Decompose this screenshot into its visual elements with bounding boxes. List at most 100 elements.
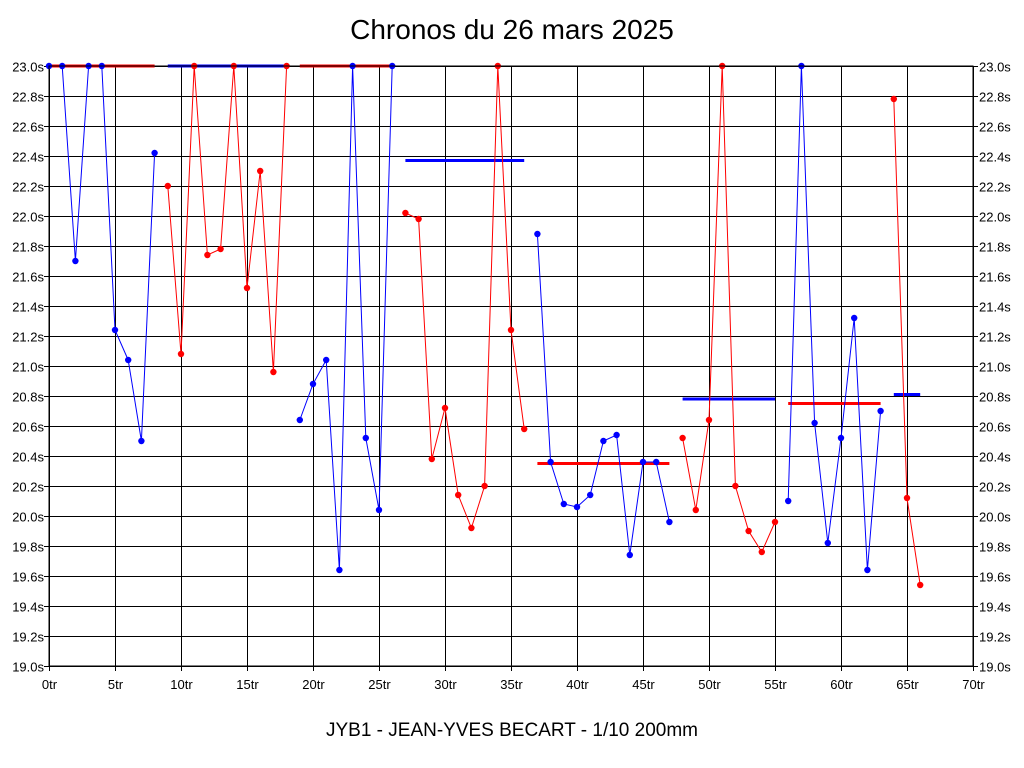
- y-tick-label-right: 19.6s: [979, 570, 1011, 585]
- y-tick-label: 20.6s: [12, 420, 44, 435]
- lap-point: [573, 503, 581, 511]
- y-tick-label-right: 20.0s: [979, 510, 1011, 525]
- lap-point: [600, 437, 607, 445]
- x-tick-label: 45tr: [632, 677, 655, 692]
- y-tick-label-right: 22.2s: [979, 180, 1011, 195]
- lap-series-line: [682, 65, 776, 554]
- y-tick-label: 21.6s: [12, 270, 44, 285]
- y-tick-label-right: 20.4s: [979, 450, 1011, 465]
- lap-point: [111, 326, 119, 334]
- lap-point: [138, 437, 145, 445]
- y-tick-label: 21.4s: [12, 300, 44, 315]
- y-tick-label-right: 23.0s: [979, 60, 1011, 75]
- lap-point: [903, 494, 911, 502]
- y-tick-labels-left: 19.0s 19.2s 19.4s 19.6s 19.8s 20.0s 20.2s 20.4s…: [12, 60, 44, 675]
- y-tick-label: 21.0s: [12, 360, 44, 375]
- y-tick-label: 19.2s: [12, 630, 44, 645]
- lap-series: [45, 62, 924, 589]
- lap-point: [323, 356, 330, 364]
- y-tick-label-right: 22.4s: [979, 150, 1011, 165]
- x-tick-label: 40tr: [566, 677, 589, 692]
- lap-point: [745, 527, 752, 535]
- y-tick-label-right: 20.8s: [979, 390, 1011, 405]
- lap-point: [428, 455, 435, 463]
- y-tick-label-right: 22.0s: [979, 210, 1011, 225]
- lap-point: [890, 95, 897, 103]
- lap-point: [217, 245, 224, 253]
- plot-frame: [48, 65, 974, 667]
- lap-point: [468, 524, 475, 532]
- lap-point: [204, 251, 211, 259]
- y-tick-label: 22.6s: [12, 120, 44, 135]
- y-tick-label-right: 20.2s: [979, 480, 1011, 495]
- lap-point: [455, 491, 462, 499]
- lap-point: [375, 506, 383, 514]
- y-tick-label-right: 20.6s: [979, 420, 1011, 435]
- lap-point: [864, 566, 871, 574]
- lap-point: [151, 149, 158, 157]
- y-tick-label: 19.8s: [12, 540, 44, 555]
- chart-footer: JYB1 - JEAN-YVES BECART - 1/10 200mm: [325, 720, 699, 741]
- x-tick-label: 25tr: [368, 677, 391, 692]
- y-tick-label-right: 21.4s: [979, 300, 1011, 315]
- lap-point: [441, 404, 449, 412]
- x-tick-label: 60tr: [830, 677, 853, 692]
- y-tick-label-right: 19.2s: [979, 630, 1011, 645]
- lap-point: [481, 482, 488, 490]
- x-tick-label: 10tr: [170, 677, 193, 692]
- lap-point: [362, 434, 369, 442]
- lap-series-line: [167, 65, 288, 373]
- lap-point: [666, 518, 673, 526]
- y-tick-labels-right: 19.0s 19.2s 19.4s 19.6s 19.8s 20.0s 20.2s 20.4s…: [979, 60, 1011, 675]
- y-tick-label: 20.8s: [12, 390, 44, 405]
- y-tick-label: 19.4s: [12, 600, 44, 615]
- y-tick-label: 22.2s: [12, 180, 44, 195]
- chart-title: Chronos du 26 mars 2025: [350, 14, 674, 45]
- lap-point: [270, 368, 277, 376]
- y-tick-label: 20.4s: [12, 450, 44, 465]
- x-tick-label: 65tr: [896, 677, 919, 692]
- lap-point: [679, 434, 686, 442]
- lap-point: [507, 326, 515, 334]
- lap-point: [415, 215, 422, 223]
- y-tick-label: 22.0s: [12, 210, 44, 225]
- lap-point: [785, 497, 792, 505]
- y-tick-label: 21.8s: [12, 240, 44, 255]
- y-tick-label: 23.0s: [12, 60, 44, 75]
- lap-series-line: [49, 65, 156, 442]
- lap-point: [705, 416, 713, 424]
- lap-point: [837, 434, 845, 442]
- lap-point: [257, 167, 264, 175]
- x-tick-label: 50tr: [698, 677, 721, 692]
- x-tick-label: 55tr: [764, 677, 787, 692]
- lap-point: [402, 209, 409, 217]
- lap-point: [653, 458, 660, 466]
- lap-point: [824, 539, 831, 547]
- y-tick-label-right: 19.0s: [979, 660, 1011, 675]
- lap-point: [309, 380, 317, 388]
- y-tick-label: 19.6s: [12, 570, 44, 585]
- lap-point: [851, 314, 858, 322]
- y-tick-label-right: 22.8s: [979, 90, 1011, 105]
- y-tick-label: 20.0s: [12, 510, 44, 525]
- lap-point: [296, 416, 303, 424]
- x-tick-label: 20tr: [302, 677, 325, 692]
- y-tick-label-right: 21.0s: [979, 360, 1011, 375]
- lap-point: [626, 551, 633, 559]
- y-tick-label-right: 21.2s: [979, 330, 1011, 345]
- y-tick-label-right: 22.6s: [979, 120, 1011, 135]
- y-tick-label-right: 19.8s: [979, 540, 1011, 555]
- lap-point: [917, 581, 924, 589]
- y-tick-label: 20.2s: [12, 480, 44, 495]
- lap-point: [732, 482, 739, 490]
- x-tick-label: 70tr: [962, 677, 985, 692]
- lap-point: [560, 500, 567, 508]
- y-tick-label: 19.0s: [12, 660, 44, 675]
- lap-point: [243, 284, 251, 292]
- lap-point: [534, 230, 541, 238]
- lap-point: [771, 518, 779, 526]
- lap-point: [177, 350, 185, 358]
- lap-point: [613, 431, 620, 439]
- grid-lines: [44, 66, 978, 671]
- lap-point: [639, 458, 647, 466]
